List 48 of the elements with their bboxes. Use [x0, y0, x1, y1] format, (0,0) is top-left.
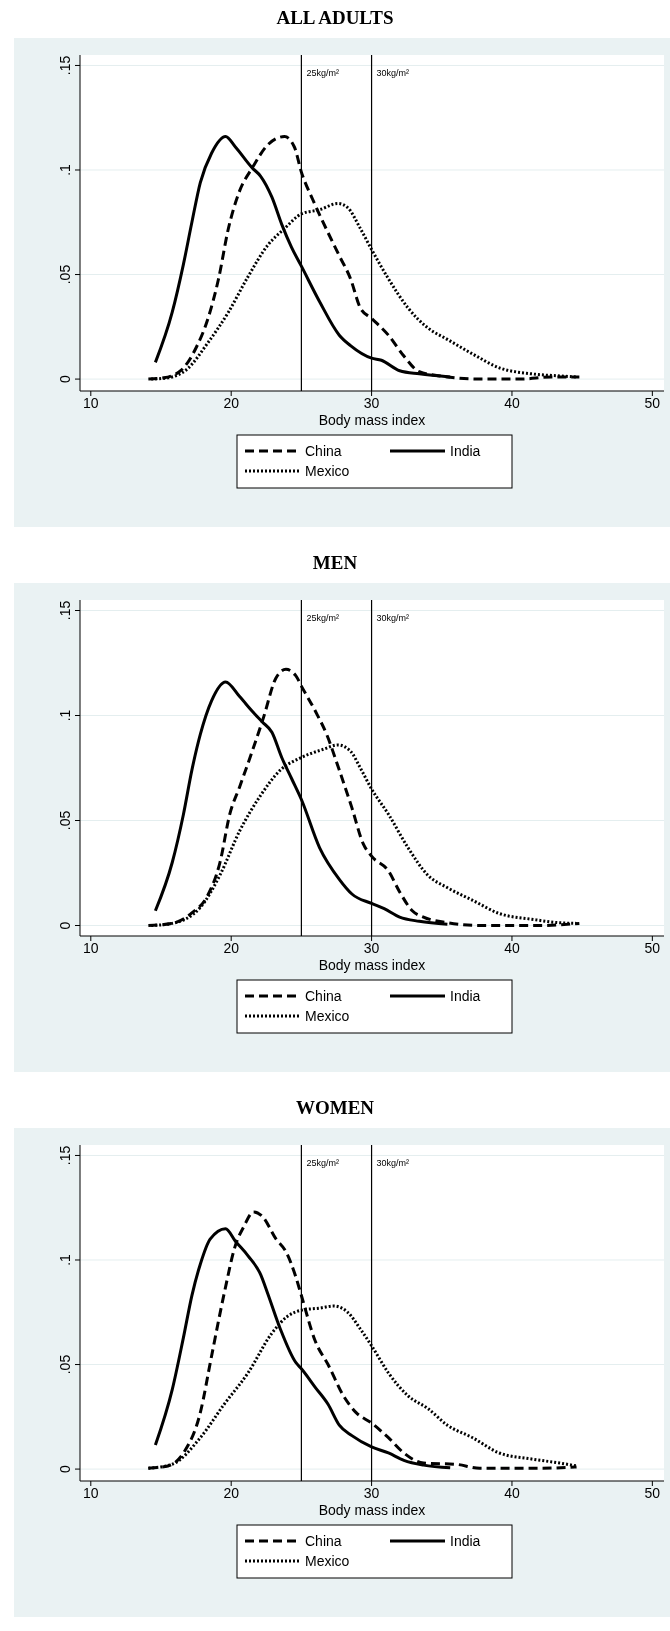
x-tick-label: 30: [363, 395, 380, 411]
x-tick-label: 50: [644, 395, 661, 411]
legend-label: Mexico: [305, 1008, 350, 1024]
y-tick-label: .1: [57, 709, 73, 722]
ref-line-label: 30kg/m²: [376, 613, 410, 623]
x-tick-label: 40: [504, 1485, 520, 1501]
x-tick-label: 50: [644, 940, 661, 956]
x-tick-label: 20: [223, 940, 240, 956]
y-tick-label: .05: [57, 264, 73, 285]
legend-label: China: [305, 1533, 342, 1549]
y-tick-label: .15: [57, 1145, 73, 1166]
chart-title: MEN: [312, 552, 358, 573]
ref-line-label: 30kg/m²: [376, 68, 410, 78]
chart-title: WOMEN: [295, 1097, 375, 1118]
legend-label: India: [450, 988, 481, 1004]
ref-line-label: 25kg/m²: [306, 68, 339, 78]
y-tick-label: 0: [57, 374, 73, 383]
legend-label: India: [450, 1533, 481, 1549]
legend-label: China: [305, 988, 342, 1004]
ref-line-label: 30kg/m²: [376, 1158, 410, 1168]
chart-title: ALL ADULTS: [276, 7, 394, 28]
x-tick-label: 10: [83, 940, 99, 956]
y-tick-label: 0: [57, 1464, 73, 1473]
x-tick-label: 20: [223, 395, 240, 411]
x-tick-label: 50: [644, 1485, 661, 1501]
legend-label: China: [305, 443, 342, 459]
x-tick-label: 40: [504, 395, 520, 411]
ref-line-label: 25kg/m²: [306, 613, 339, 623]
y-tick-label: .1: [57, 1253, 73, 1266]
legend-label: Mexico: [305, 1553, 350, 1569]
y-tick-label: .15: [57, 600, 73, 621]
y-tick-label: .05: [57, 810, 73, 831]
x-tick-label: 20: [223, 1485, 240, 1501]
y-tick-label: .05: [57, 1354, 73, 1375]
ref-line-label: 25kg/m²: [306, 1158, 339, 1168]
legend-label: India: [450, 443, 481, 459]
x-tick-label: 30: [363, 940, 380, 956]
x-tick-label: 10: [83, 1485, 99, 1501]
y-tick-label: 0: [57, 921, 73, 930]
x-axis-title: Body mass index: [318, 957, 426, 973]
x-axis-title: Body mass index: [318, 412, 426, 428]
x-axis-title: Body mass index: [318, 1502, 426, 1518]
x-tick-label: 40: [504, 940, 520, 956]
x-tick-label: 30: [363, 1485, 380, 1501]
y-tick-label: .1: [57, 163, 73, 176]
legend-label: Mexico: [305, 463, 350, 479]
y-tick-label: .15: [57, 55, 73, 76]
x-tick-label: 10: [83, 395, 99, 411]
